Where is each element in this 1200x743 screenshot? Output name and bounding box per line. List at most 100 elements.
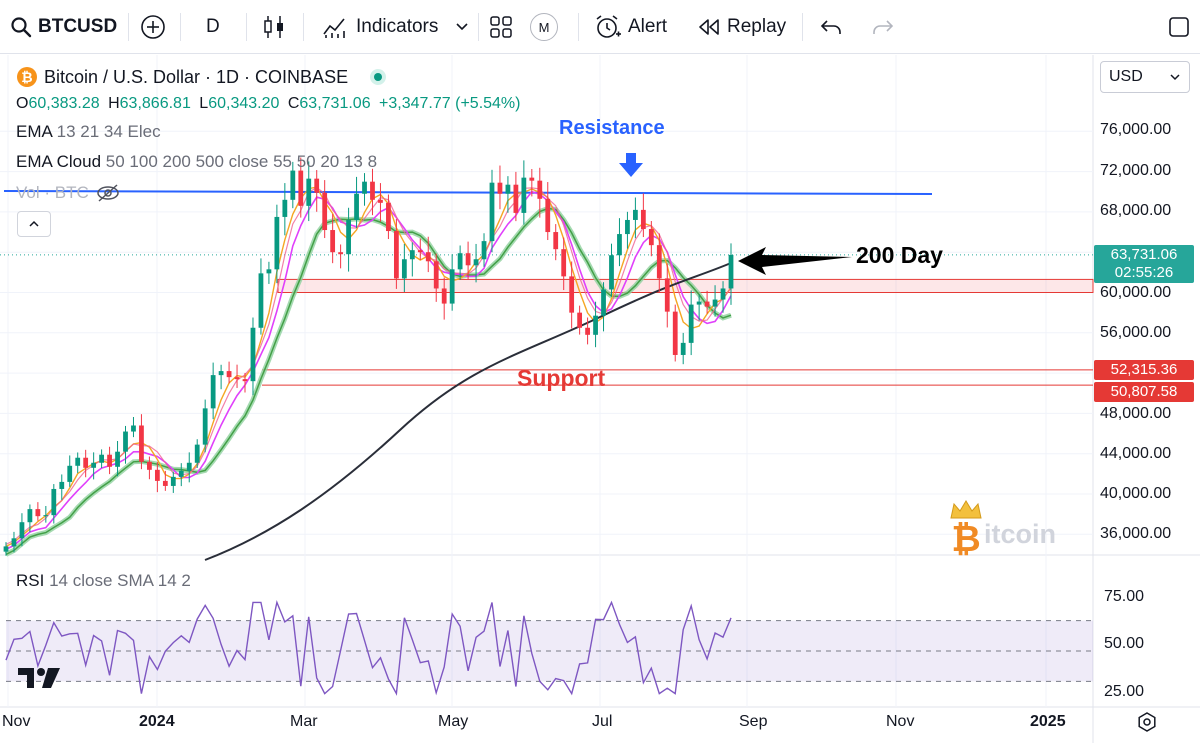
interval-label: D (206, 16, 220, 37)
resistance-line (3, 190, 933, 195)
chevron-down-icon (456, 23, 468, 31)
divider (246, 13, 247, 41)
candle-body (274, 216, 280, 270)
candle-body (609, 255, 614, 290)
chart-canvas[interactable] (0, 55, 1200, 743)
candle-body (362, 181, 367, 194)
200-day-annotation[interactable]: 200 Day (856, 242, 943, 268)
interval-button[interactable]: D (206, 0, 220, 54)
redo-button[interactable] (870, 0, 894, 54)
candle-body (290, 170, 296, 200)
open-value: 60,383.28 (28, 95, 100, 112)
volume-legend[interactable]: Vol · BTC (16, 183, 121, 203)
candle-body (123, 431, 128, 452)
candle-body (537, 180, 543, 199)
alarm-clock-icon (596, 15, 621, 38)
candle-body (728, 254, 734, 289)
candle-body (75, 457, 81, 466)
search-icon (11, 17, 32, 38)
fullscreen-button[interactable] (1168, 0, 1190, 54)
gear-icon (1138, 712, 1156, 732)
candle-body (242, 379, 248, 382)
time-label: May (438, 713, 469, 730)
symbol-label: BTCUSD (38, 16, 118, 37)
legend-title-row: ₿ Bitcoin / U.S. Dollar · 1D · COINBASE (16, 66, 387, 88)
hidden-eye-icon[interactable] (95, 183, 121, 203)
candle-body (640, 209, 646, 230)
indicators-dropdown[interactable] (455, 0, 469, 54)
ema-line-orange (5, 186, 732, 548)
candle-body (306, 178, 312, 206)
resistance-annotation[interactable]: Resistance (559, 117, 665, 139)
support-annotation[interactable]: Support (517, 365, 606, 391)
candle-body (481, 241, 487, 260)
price-label: 76,000.00 (1100, 121, 1172, 138)
chart-settings-button[interactable] (1137, 712, 1157, 737)
replay-button[interactable]: Replay (697, 0, 786, 54)
candle-body (553, 232, 559, 250)
ema-cloud-band (4, 205, 732, 557)
candle-body (593, 315, 598, 335)
ema-line-pink (5, 190, 732, 551)
time-label: 2024 (139, 713, 175, 730)
svg-text:₿: ₿ (951, 518, 980, 556)
candle-body (601, 289, 606, 316)
candle-body (409, 250, 415, 260)
candle-body (545, 198, 551, 233)
candle-body (625, 219, 630, 235)
collapse-legend-button[interactable] (17, 211, 51, 237)
200-day-arrow (738, 247, 852, 275)
layouts-button[interactable] (489, 0, 513, 54)
candle-body (226, 371, 232, 378)
plus-circle-icon (141, 15, 165, 39)
m-badge-button[interactable]: M (530, 0, 558, 54)
candle-body (162, 480, 168, 486)
rsi-scale-label: 25.00 (1104, 683, 1145, 700)
alert-button[interactable]: Alert (594, 0, 667, 54)
ema-cloud-params: 50 100 200 500 close 55 50 20 13 8 (105, 152, 378, 171)
undo-button[interactable] (820, 0, 844, 54)
low-label: L (199, 95, 209, 112)
chart-type-button[interactable] (262, 0, 286, 54)
compare-button[interactable] (140, 0, 166, 54)
indicators-button[interactable]: Indicators (322, 0, 438, 54)
candle-body (178, 470, 184, 477)
candle-body (656, 245, 662, 279)
symbol-search[interactable]: BTCUSD (10, 0, 117, 54)
price-label: 60,000.00 (1100, 284, 1172, 301)
candle-body (282, 199, 288, 217)
last-price-value: 63,731.06 (1110, 246, 1178, 263)
bitcoin-logo-icon: ₿ (17, 67, 37, 87)
rsi-legend[interactable]: RSI 14 close SMA 14 2 (16, 571, 191, 591)
candle-body (441, 288, 447, 304)
svg-text:₿: ₿ (21, 69, 32, 85)
time-label: Mar (290, 713, 318, 730)
annotations (619, 153, 852, 275)
candle-body (67, 465, 73, 482)
candle-body (266, 269, 272, 274)
currency-select[interactable]: USD (1100, 61, 1190, 93)
ema-name: EMA (16, 122, 52, 141)
candle-body (473, 259, 479, 266)
volume-name: Vol · BTC (16, 183, 89, 202)
candle-body (720, 288, 726, 300)
price-label: 68,000.00 (1100, 202, 1172, 219)
candle-body (386, 202, 391, 232)
candle-body (465, 253, 471, 266)
candle-body (664, 278, 670, 312)
ema-legend[interactable]: EMA 13 21 34 Elec (16, 122, 161, 142)
rsi-name: RSI (16, 571, 45, 590)
price-label: 72,000.00 (1100, 162, 1172, 179)
high-value: 63,866.81 (119, 95, 191, 112)
candle-body (330, 230, 336, 253)
rsi-scale-label: 50.00 (1104, 635, 1145, 652)
replay-label: Replay (727, 16, 787, 37)
candle-body (234, 377, 240, 380)
ema-cloud-legend[interactable]: EMA Cloud 50 100 200 500 close 55 50 20 … (16, 152, 377, 172)
candle-body (131, 425, 136, 432)
divider (180, 13, 181, 41)
ema-cloud-line (5, 207, 732, 556)
candle-body (99, 454, 104, 463)
candles (3, 157, 734, 556)
candle-body (680, 342, 686, 355)
